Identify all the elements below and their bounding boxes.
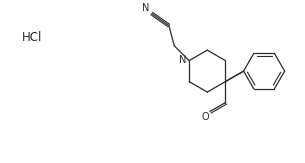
Text: O: O	[201, 112, 209, 122]
Text: N: N	[179, 55, 186, 65]
Text: HCl: HCl	[22, 31, 42, 44]
Text: N: N	[142, 3, 150, 13]
